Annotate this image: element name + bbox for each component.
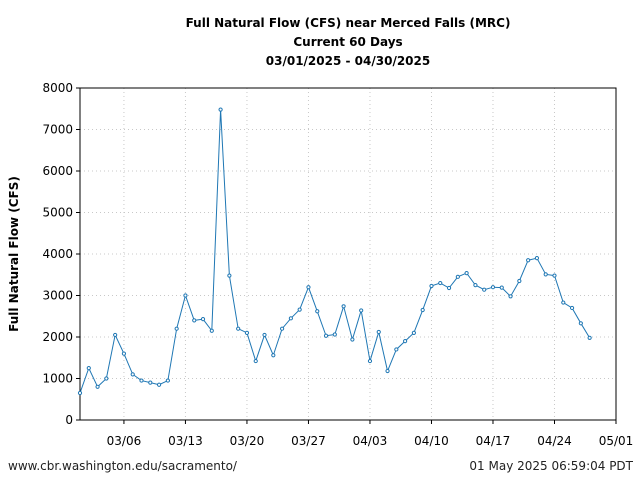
data-point [77,390,83,396]
data-point [569,305,575,311]
data-point [446,285,452,291]
data-point [526,258,531,263]
data-point [587,335,592,340]
x-tick-label: 05/01 [599,434,634,448]
x-tick-label: 04/24 [537,434,572,448]
data-point [429,283,434,289]
title-line-2: Current 60 Days [293,35,402,49]
data-point [113,332,118,338]
data-point [403,339,408,344]
data-point [367,358,373,364]
data-point [350,337,355,342]
data-point [271,353,276,358]
data-point [464,270,469,276]
data-point [288,316,293,321]
x-tick-label: 03/06 [107,434,142,448]
chart-title: Full Natural Flow (CFS) near Merced Fall… [186,16,511,68]
data-point [139,378,144,383]
x-tick-label: 03/20 [230,434,265,448]
data-point [280,326,285,331]
title-line-3: 03/01/2025 - 04/30/2025 [266,54,430,68]
y-tick-label: 0 [65,413,73,427]
x-tick-label: 04/03 [353,434,388,448]
data-point [95,384,100,389]
data-point [200,317,206,322]
data-point [130,372,135,377]
y-tick-label: 3000 [42,289,73,303]
data-point [86,366,91,371]
data-point [227,273,232,278]
x-tick-label: 04/10 [414,434,449,448]
data-point [244,330,250,335]
data-point [438,280,443,286]
y-axis-label: Full Natural Flow (CFS) [7,176,21,332]
data-point [455,274,460,279]
series-line [79,109,591,394]
data-point [534,256,540,261]
data-point [394,347,399,352]
data-point [236,326,241,331]
data-point [121,351,127,356]
x-tick-label: 04/17 [476,434,511,448]
data-point [499,285,504,290]
data-point [209,328,214,333]
y-tick-label: 8000 [42,81,73,95]
data-point [297,307,302,312]
data-point [508,294,513,299]
data-point [411,330,416,335]
data-point [578,321,583,326]
data-point [332,332,337,337]
y-tick-label: 1000 [42,372,73,386]
data-point [552,273,557,278]
y-tick-label: 6000 [42,164,73,178]
y-tick-label: 2000 [42,330,73,344]
x-tick-label: 03/27 [291,434,326,448]
data-point [192,318,197,323]
data-point [148,380,153,385]
data-point [385,368,390,374]
data-point [253,358,258,364]
data-point [543,272,548,277]
data-point [306,285,311,290]
grid-lines [80,88,616,420]
data-point [359,308,364,313]
series-flow [77,107,592,396]
data-point [490,285,496,290]
data-point [183,293,188,298]
x-axis: 03/06 03/13 03/20 03/27 04/03 04/10 04/17 04/24… [107,420,634,448]
x-tick-label: 03/13 [168,434,203,448]
data-point [104,376,109,381]
y-axis: 0 1000 2000 3000 4000 5000 6000 7000 8000 [42,81,80,427]
data-point [174,326,179,331]
data-point [323,333,329,338]
y-tick-label: 5000 [42,206,73,220]
data-point [315,309,320,314]
y-tick-label: 4000 [42,247,73,261]
data-point [165,378,170,383]
title-line-1: Full Natural Flow (CFS) near Merced Fall… [186,16,511,30]
data-point [376,329,381,335]
data-point [218,107,223,112]
data-point [482,287,487,292]
data-point [561,300,566,305]
data-point [517,278,522,284]
data-point [473,283,478,288]
data-point [341,304,346,309]
data-point [262,332,267,338]
data-point [420,307,425,313]
footer-url: www.cbr.washington.edu/sacramento/ [8,459,238,473]
data-point [156,382,162,387]
footer-timestamp: 01 May 2025 06:59:04 PDT [469,459,633,473]
y-tick-label: 7000 [42,123,73,137]
